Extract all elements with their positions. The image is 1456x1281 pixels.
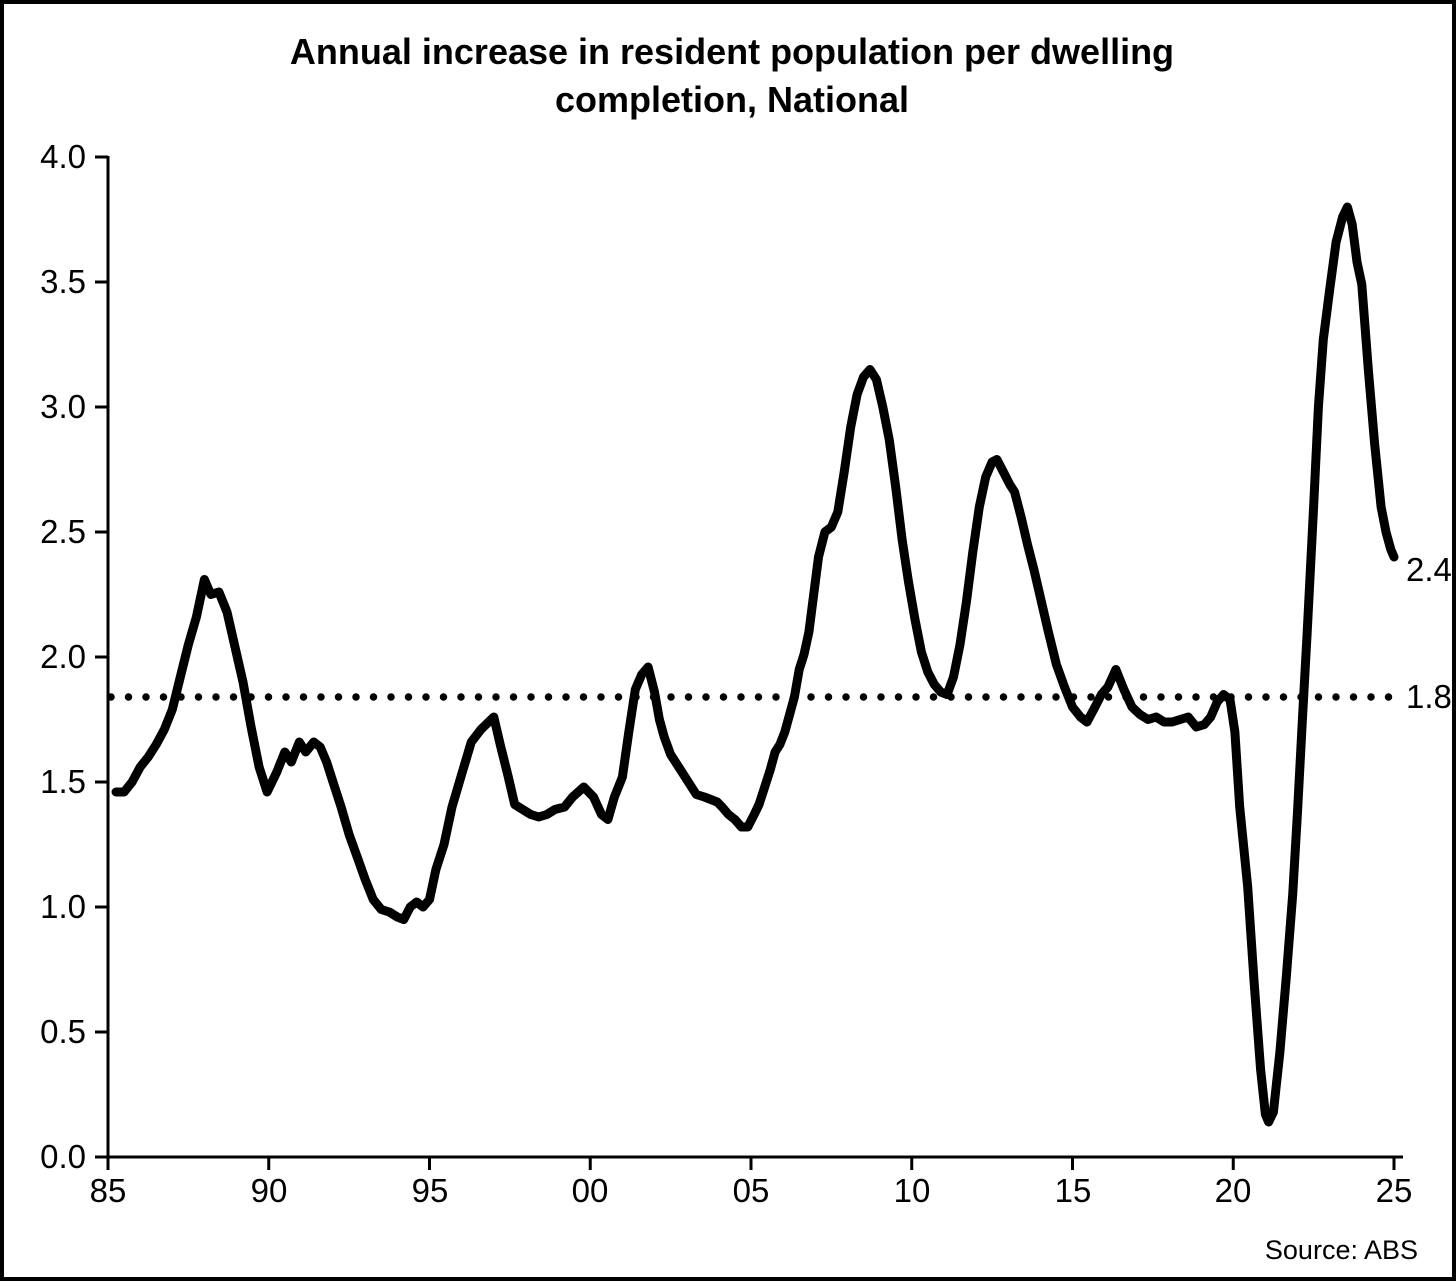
x-tick-label-95: 95: [411, 1172, 449, 1209]
y-tick-label-4.0: 4.0: [40, 138, 86, 175]
y-tick-label-0.5: 0.5: [40, 1013, 86, 1050]
chart-title-line1: Annual increase in resident population p…: [289, 31, 1175, 72]
y-tick-label-1.0: 1.0: [40, 888, 86, 925]
y-tick-label-3.5: 3.5: [40, 263, 86, 300]
y-tick-label-0.0: 0.0: [40, 1138, 86, 1175]
y-tick-label-1.5: 1.5: [40, 763, 86, 800]
x-tick-label-25: 25: [1375, 1172, 1413, 1209]
x-tick-label-15: 15: [1054, 1172, 1092, 1209]
x-tick-label-90: 90: [250, 1172, 288, 1209]
y-tick-label-2.0: 2.0: [40, 638, 86, 675]
x-tick-label-10: 10: [893, 1172, 931, 1209]
series-line: [111, 202, 1399, 1127]
source-caption: Source: ABS: [1264, 1235, 1418, 1265]
chart-title: Annual increase in resident population p…: [4, 28, 1452, 124]
x-tick-label-20: 20: [1214, 1172, 1252, 1209]
series-end-value-label: 2.4: [1406, 551, 1452, 588]
chart-title-line2: completion, National: [554, 79, 910, 120]
y-axis-tick-marks: [95, 155, 108, 1159]
x-tick-label-85: 85: [89, 1172, 127, 1209]
x-tick-label-00: 00: [571, 1172, 609, 1209]
reference-line-value-label: 1.8: [1406, 678, 1452, 715]
x-tick-label-05: 05: [732, 1172, 770, 1209]
line-chart-plot: [95, 155, 1404, 1170]
y-tick-label-2.5: 2.5: [40, 513, 86, 550]
x-axis-tick-marks: [106, 1157, 1396, 1170]
y-tick-label-3.0: 3.0: [40, 388, 86, 425]
